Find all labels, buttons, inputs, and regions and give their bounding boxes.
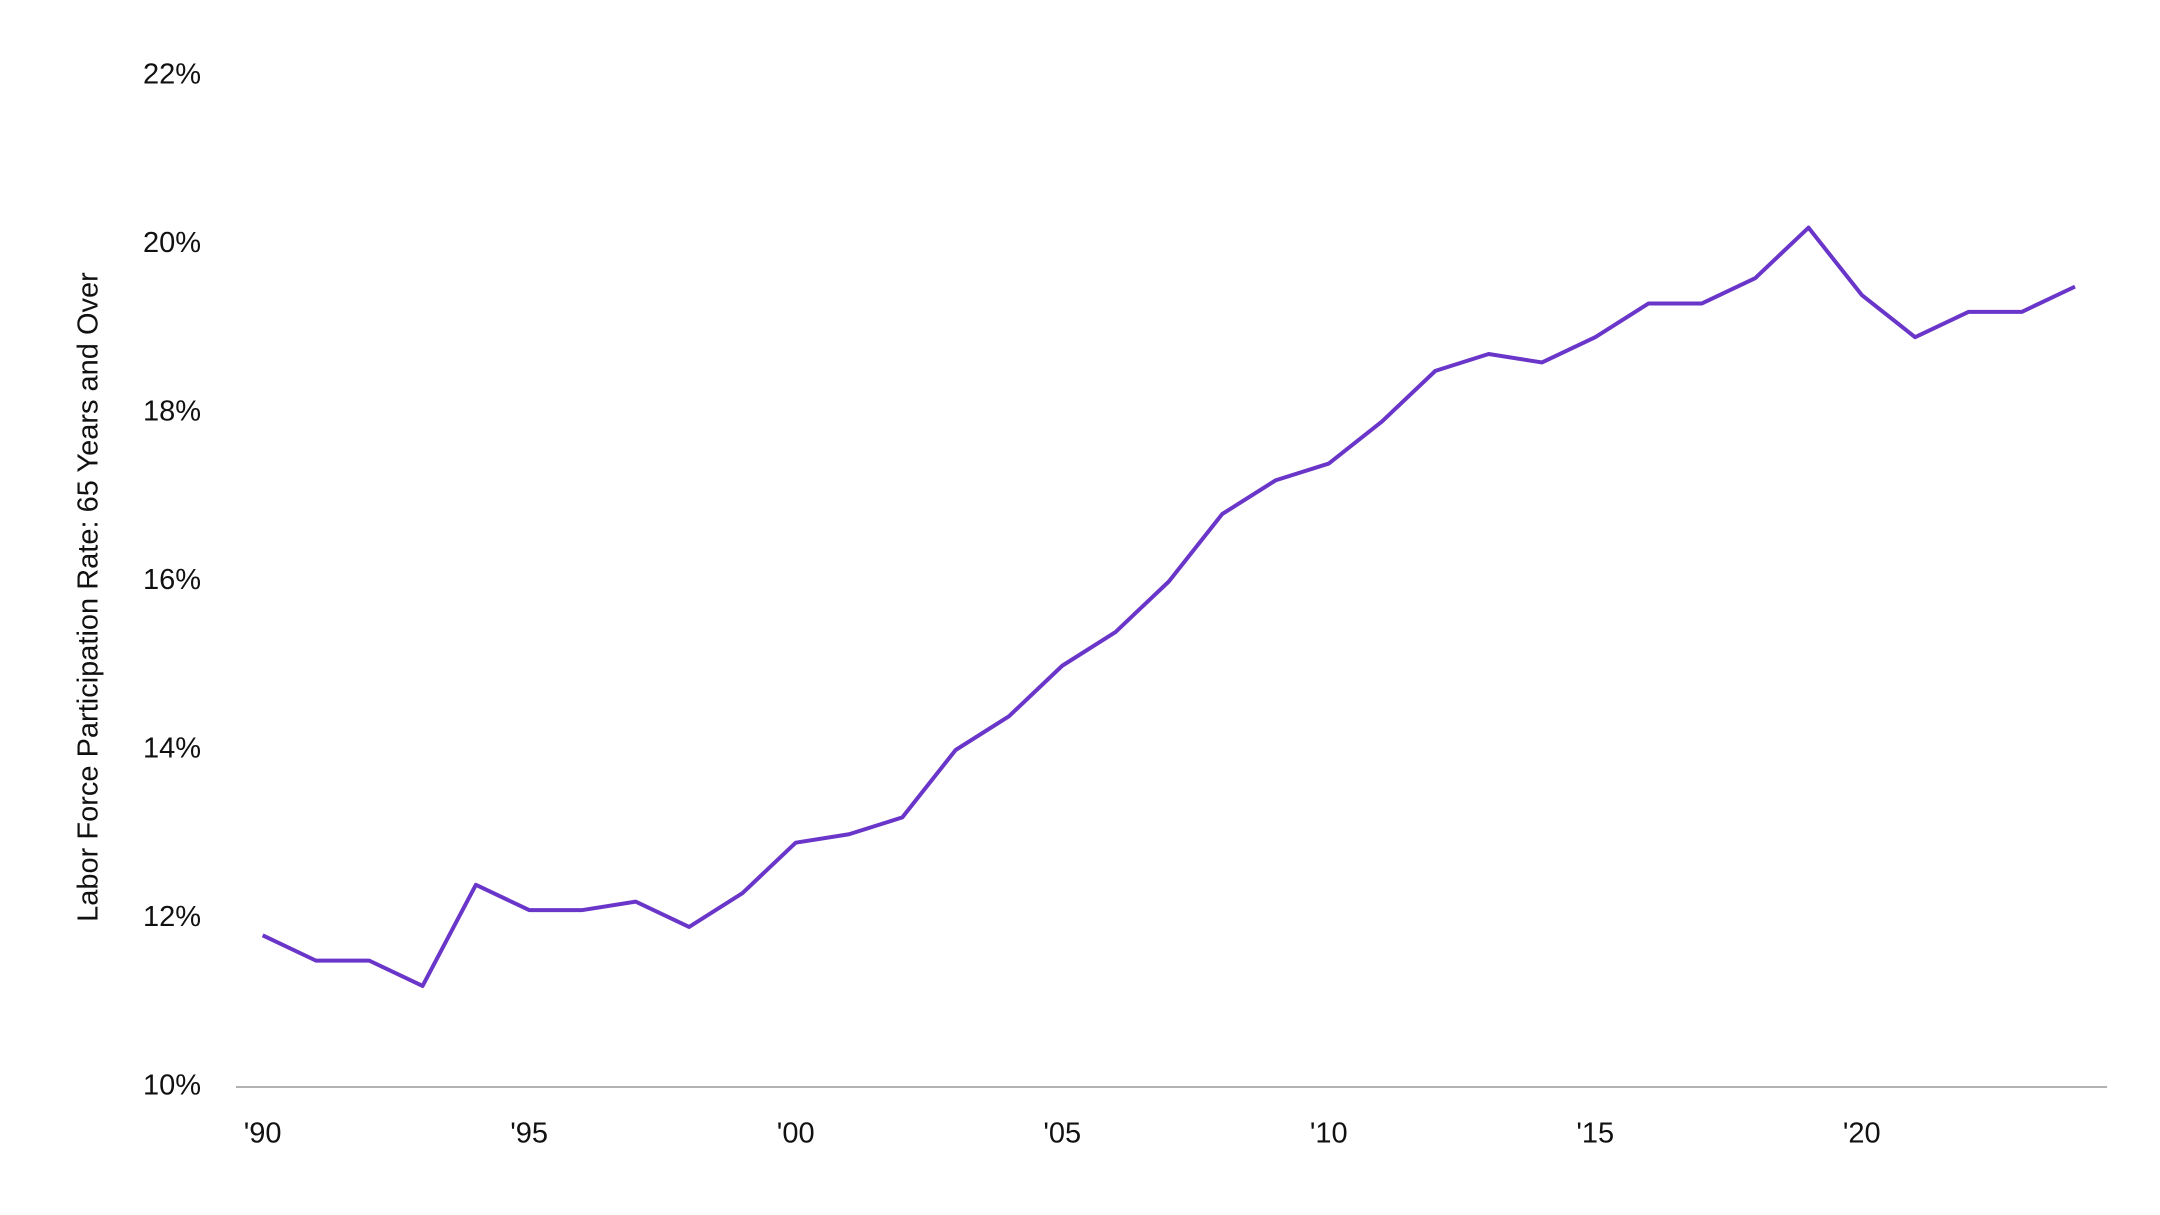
y-axis-label: Labor Force Participation Rate: 65 Years… <box>73 272 105 922</box>
y-tick-label: 18% <box>143 396 201 428</box>
y-tick-label: 14% <box>143 733 201 765</box>
x-tick-label: '05 <box>1043 1118 1081 1150</box>
y-tick-label: 22% <box>143 59 201 91</box>
x-tick-label: '90 <box>244 1118 282 1150</box>
x-tick-label: '00 <box>777 1118 815 1150</box>
y-tick-label: 16% <box>143 564 201 596</box>
x-tick-label: '20 <box>1843 1118 1881 1150</box>
x-tick-label: '95 <box>510 1118 548 1150</box>
x-tick-label: '10 <box>1310 1118 1348 1150</box>
line-series <box>261 225 2076 988</box>
y-tick-label: 12% <box>143 901 201 933</box>
x-tick-label: '15 <box>1576 1118 1614 1150</box>
y-tick-label: 20% <box>143 227 201 259</box>
y-tick-label: 10% <box>143 1070 201 1102</box>
